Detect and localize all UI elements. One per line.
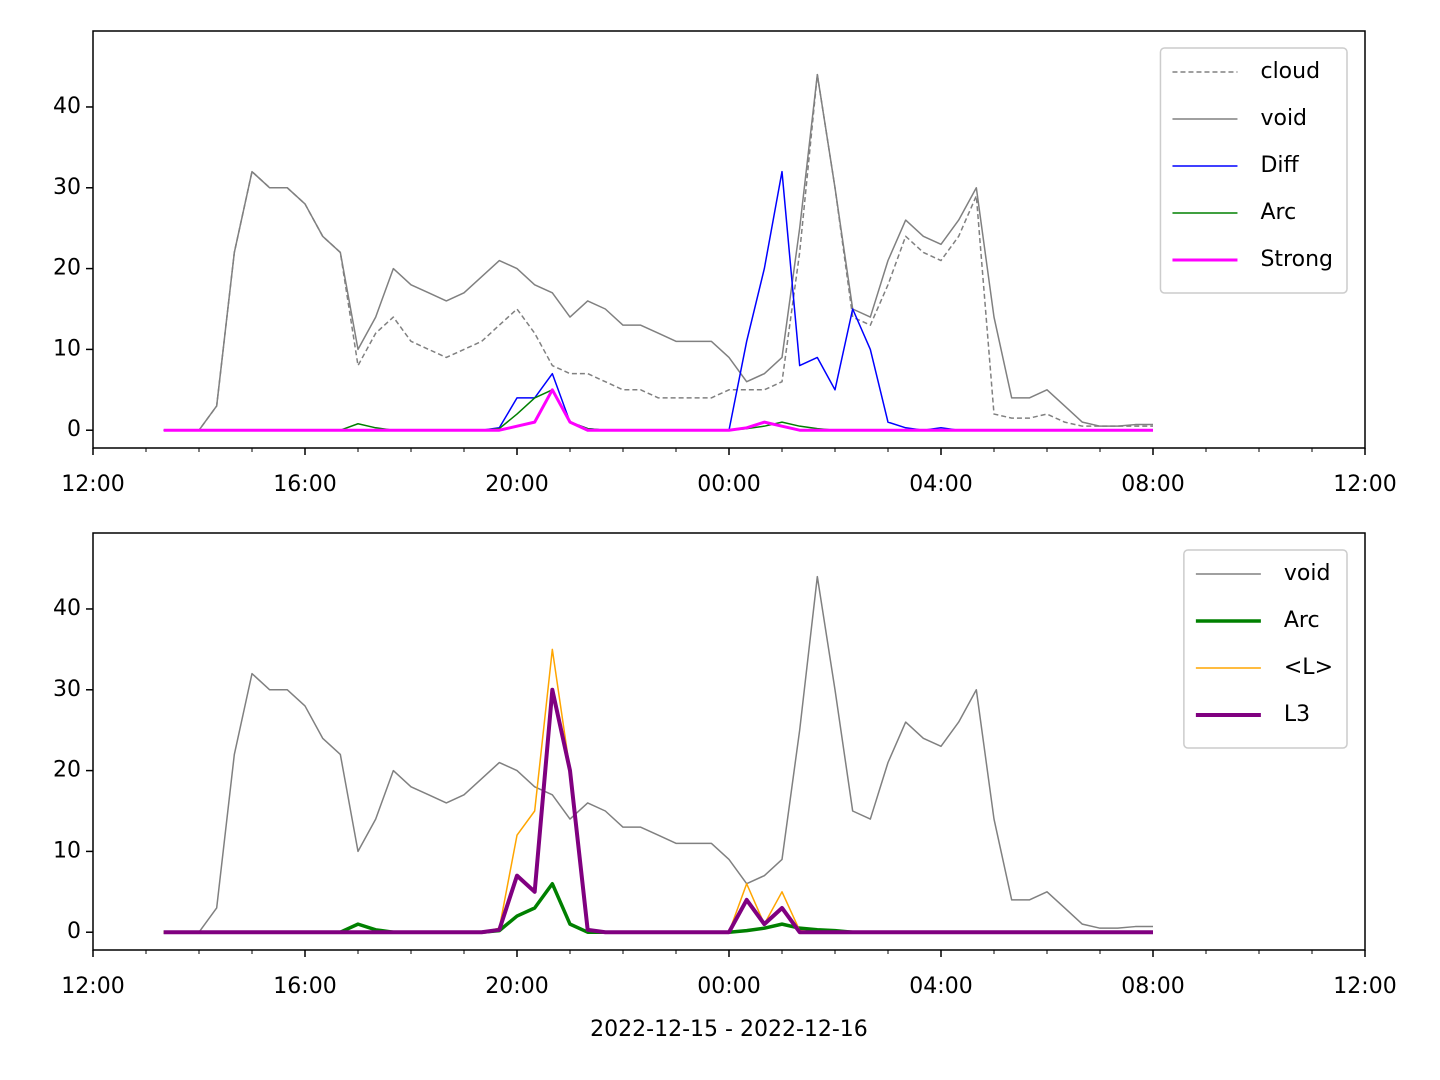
x-tick-label: 12:00	[61, 472, 124, 497]
y-tick-label: 30	[53, 175, 81, 200]
legend-label: L3	[1284, 702, 1310, 727]
legend-label: Arc	[1284, 608, 1320, 633]
legend-label: Arc	[1260, 200, 1296, 225]
x-tick-label: 08:00	[1121, 472, 1184, 497]
y-tick-label: 20	[53, 256, 81, 281]
legend-box	[1159, 47, 1348, 294]
series-line	[163, 170, 1153, 431]
x-tick-label: 20:00	[485, 974, 548, 999]
series-line	[163, 687, 1153, 935]
y-tick-label: 0	[67, 919, 81, 944]
x-tick-label: 12:00	[1333, 472, 1396, 497]
series-line	[163, 881, 1153, 934]
series-line	[163, 648, 1153, 933]
legend-label: cloud	[1260, 59, 1320, 84]
x-axis-label: 2022-12-15 - 2022-12-16	[590, 1017, 868, 1042]
series-line	[163, 388, 1153, 432]
x-tick-label: 04:00	[909, 472, 972, 497]
x-tick-label: 00:00	[697, 974, 760, 999]
x-tick-label: 00:00	[697, 472, 760, 497]
axes-frame	[92, 532, 1366, 951]
y-tick-label: 0	[67, 417, 81, 442]
series-line	[163, 73, 1153, 431]
series-line	[163, 389, 1153, 431]
y-tick-label: 20	[53, 758, 81, 783]
y-tick-label: 10	[53, 336, 81, 361]
series-line	[163, 73, 1153, 431]
series-line	[163, 575, 1153, 933]
y-tick-label: 40	[53, 596, 81, 621]
legend-label: Strong	[1260, 247, 1333, 272]
y-tick-label: 30	[53, 677, 81, 702]
legend-label: void	[1284, 561, 1331, 586]
legend: cloud void Diff Arc Strong	[1159, 47, 1348, 294]
axes-frame	[92, 30, 1366, 449]
legend-box	[1183, 549, 1348, 749]
legend-label: <L>	[1284, 655, 1333, 680]
x-tick-label: 12:00	[1333, 974, 1396, 999]
x-tick-label: 16:00	[273, 472, 336, 497]
legend-label: void	[1260, 106, 1307, 131]
y-tick-label: 40	[53, 94, 81, 119]
x-tick-label: 04:00	[909, 974, 972, 999]
y-tick-label: 10	[53, 838, 81, 863]
x-tick-label: 08:00	[1121, 974, 1184, 999]
x-tick-label: 12:00	[61, 974, 124, 999]
x-tick-label: 16:00	[273, 974, 336, 999]
x-tick-label: 20:00	[485, 472, 548, 497]
legend: void Arc <L> L3	[1183, 549, 1348, 749]
legend-label: Diff	[1260, 153, 1299, 178]
